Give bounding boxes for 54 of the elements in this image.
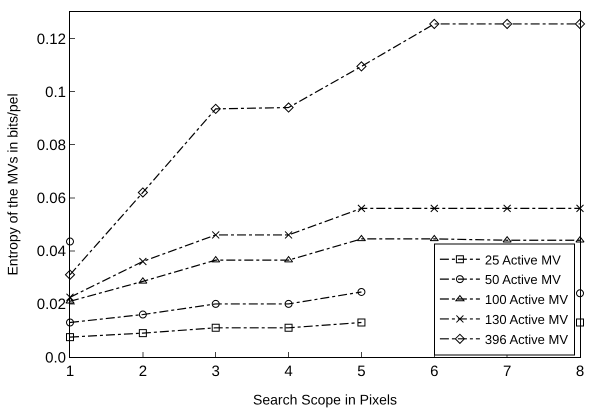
legend-label: 100 Active MV	[484, 292, 568, 308]
x-tick-label: 7	[502, 363, 512, 380]
point	[66, 318, 74, 326]
x-tick-label: 3	[212, 363, 220, 380]
point	[574, 18, 586, 29]
y-tick-label: 0.12	[36, 30, 66, 48]
y-tick-label: 0.04	[36, 243, 66, 260]
point	[356, 234, 366, 242]
point	[212, 230, 220, 239]
point	[212, 324, 220, 332]
x-tick-label: 6	[430, 363, 438, 380]
point	[357, 318, 366, 326]
y-tick-label: 0.1	[45, 84, 66, 101]
point	[212, 300, 220, 308]
legend-label: 396 Active MV	[484, 332, 568, 347]
point	[210, 104, 221, 114]
point	[138, 310, 147, 319]
y-axis-title: Entropy of the MVs in bits/pel	[4, 93, 20, 276]
point	[502, 18, 512, 29]
point	[429, 18, 440, 29]
legend-label: 25 Active MV	[484, 252, 562, 268]
legend-label: 50 Active MV	[484, 272, 562, 288]
point	[430, 204, 438, 212]
point	[503, 204, 512, 212]
y-tick-label: 0.0	[45, 349, 66, 366]
y-tick-label: 0.06	[36, 190, 66, 208]
point	[576, 318, 584, 326]
point	[357, 288, 366, 296]
x-tick-label: 1	[66, 363, 74, 380]
point	[138, 257, 147, 266]
point	[284, 230, 293, 239]
point	[138, 187, 148, 198]
y-tick-label: 0.02	[36, 296, 66, 314]
point	[284, 324, 293, 332]
point	[65, 297, 75, 304]
point	[66, 238, 74, 246]
point	[138, 277, 148, 284]
point	[284, 102, 294, 113]
x-axis-title: Search Scope in Pixels	[253, 391, 397, 408]
x-tick-label: 8	[576, 363, 584, 380]
point	[284, 300, 293, 308]
point	[357, 204, 366, 212]
y-tick-label: 0.08	[36, 136, 66, 154]
point	[576, 289, 584, 298]
point	[576, 204, 584, 212]
point	[138, 329, 147, 338]
point	[356, 61, 366, 72]
legend-label: 130 Active MV	[484, 312, 568, 327]
point	[66, 333, 74, 342]
x-tick-label: 4	[284, 363, 293, 380]
point	[64, 270, 76, 280]
x-tick-label: 5	[357, 363, 366, 380]
x-tick-label: 2	[138, 363, 148, 380]
point	[430, 234, 439, 242]
